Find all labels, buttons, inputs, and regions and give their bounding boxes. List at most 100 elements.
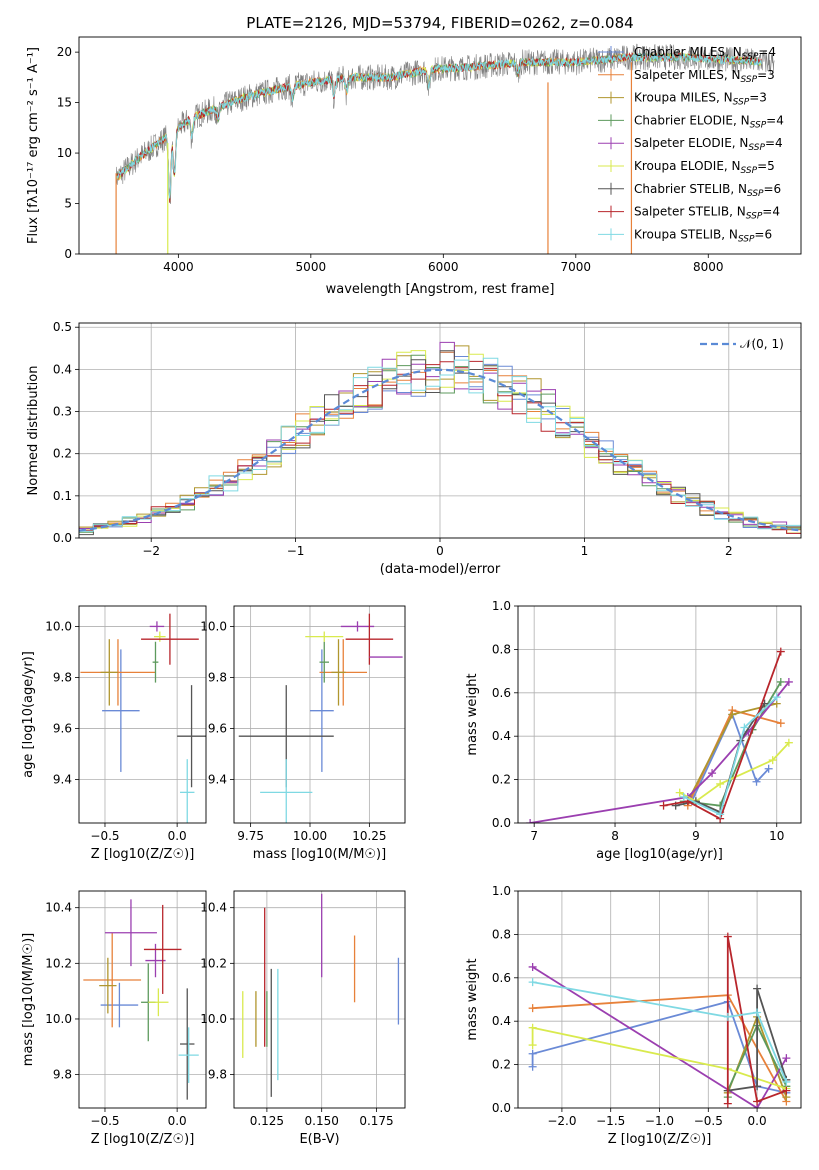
legend-entry: Salpeter ELODIE, NSSP=4 (634, 136, 783, 153)
y-tick-label: 20 (57, 45, 72, 59)
y-tick-label: 0.8 (492, 642, 511, 656)
x-tick-label: 9.75 (237, 829, 264, 843)
y-tick-label: 9.6 (53, 722, 72, 736)
y-tick-label: 0.0 (492, 816, 511, 830)
axes-frame (78, 322, 802, 539)
x-axis-label: Z [log10(Z/Z☉)] (91, 1132, 195, 1147)
x-tick-label: 6000 (428, 260, 459, 274)
data-point-marker (740, 723, 749, 732)
figure-title: PLATE=2126, MJD=53794, FIBERID=0262, z=0… (246, 14, 633, 32)
x-tick-label: 1 (581, 544, 589, 558)
x-tick-label: −1.5 (596, 1114, 625, 1128)
x-tick-label: 0.175 (359, 1114, 393, 1128)
axes-frame (517, 890, 802, 1109)
plot-area (234, 891, 405, 1108)
data-point-marker (764, 764, 773, 773)
data-point-marker (784, 738, 793, 747)
x-tick-label: 7000 (561, 260, 592, 274)
x-axis-label: mass [log10(M/M☉)] (253, 847, 386, 862)
x-tick-label: 10.25 (352, 829, 386, 843)
data-point-marker (753, 984, 762, 993)
series-line (727, 988, 788, 1092)
y-tick-label: 10.0 (45, 619, 72, 633)
x-tick-label: 0.125 (250, 1114, 284, 1128)
normal-distribution-curve (79, 368, 801, 532)
x-axis-label: Z [log10(Z/Z☉)] (91, 847, 195, 862)
y-tick-label: 1.0 (492, 599, 511, 613)
y-tick-label: 0.8 (492, 927, 511, 941)
y-tick-label: 10.0 (200, 1012, 227, 1026)
y-tick-label: 10.0 (200, 619, 227, 633)
legend: Chabrier MILES, NSSP=4 Salpeter MILES, NS… (598, 45, 784, 244)
data-point-marker (782, 1086, 791, 1095)
data-point-marker (723, 1099, 732, 1108)
data-point-marker (776, 677, 785, 686)
x-tick-label: −2.0 (547, 1114, 576, 1128)
y-tick-label: 0.4 (492, 729, 511, 743)
y-tick-label: 9.8 (53, 1068, 72, 1082)
y-tick-label: 0.4 (492, 1014, 511, 1028)
data-point-marker (723, 1012, 732, 1021)
x-tick-label: −1.0 (645, 1114, 674, 1128)
plot-area (518, 891, 801, 1108)
axes-frame (78, 890, 207, 1109)
y-tick-label: 0.5 (53, 320, 72, 334)
x-axis-label: age [log10(age/yr)] (596, 847, 723, 862)
data-point-marker (776, 647, 785, 656)
data-point-marker (782, 1077, 791, 1086)
legend-entry: Kroupa MILES, NSSP=3 (634, 91, 767, 108)
y-tick-label: 0.0 (53, 531, 72, 545)
x-axis-label: Z [log10(Z/Z☉)] (608, 1132, 712, 1147)
y-tick-label: 10.2 (200, 956, 227, 970)
y-tick-label: 9.8 (208, 670, 227, 684)
data-point-marker (528, 1023, 537, 1032)
series-line (532, 981, 788, 1083)
x-tick-label: 0.0 (168, 829, 187, 843)
y-tick-label: 9.6 (208, 722, 227, 736)
data-point-marker (772, 693, 781, 702)
y-tick-label: 10.4 (45, 901, 72, 915)
plot-area (79, 606, 206, 823)
legend: 𝒩(0, 1) (700, 337, 784, 351)
y-axis-label: Flux [fλ10⁻¹⁷ erg cm⁻² s⁻¹ A⁻¹] (26, 47, 41, 244)
plot-area (518, 606, 801, 823)
spectrum-model-line (115, 52, 762, 199)
y-axis-label: age [log10(age/yr)] (21, 651, 36, 778)
x-tick-label: 10.00 (293, 829, 327, 843)
panel-age_vs_mass: 9.75 10.00 10.25 9.4 9.6 9.8 10.0 mass [log10(M… (200, 605, 406, 862)
legend-entry: Chabrier MILES, NSSP=4 (634, 45, 776, 62)
y-tick-label: 1.0 (492, 884, 511, 898)
data-point-marker (753, 1097, 762, 1106)
y-tick-label: 0.0 (492, 1101, 511, 1115)
data-point-marker (708, 769, 717, 778)
axes-frame (78, 605, 207, 824)
x-tick-label: 8000 (693, 260, 724, 274)
panel-mass_vs_ebv: 0.125 0.150 0.175 9.8 10.0 10.2 10.4 E(B-V) (200, 890, 406, 1147)
data-point-marker (528, 1041, 537, 1050)
x-tick-label: −0.5 (90, 1114, 119, 1128)
plot-area (79, 323, 801, 538)
y-tick-label: 0.6 (492, 686, 511, 700)
x-tick-label: 0 (436, 544, 444, 558)
plot-area (79, 891, 206, 1108)
data-point-marker (723, 932, 732, 941)
data-point-marker (528, 962, 537, 971)
series-line (529, 681, 790, 823)
histogram-step (79, 357, 801, 538)
panel-massweight_vs_age: 7 8 9 10 0.0 0.2 0.4 0.6 0.8 1.0 age [log10(age/yr… (465, 599, 802, 862)
data-point-marker (528, 1004, 537, 1013)
panel-spectrum: 4000 5000 6000 7000 8000 0 5 10 15 20 wavelength [… (26, 36, 802, 297)
y-tick-label: 0.4 (53, 362, 72, 376)
plot-area (115, 43, 775, 254)
data-point-marker (528, 978, 537, 987)
data-point-marker (768, 756, 777, 765)
y-tick-label: 0.3 (53, 405, 72, 419)
y-axis-label: mass [log10(M/M☉)] (21, 933, 36, 1066)
y-tick-label: 0 (64, 247, 72, 261)
x-tick-label: 5000 (296, 260, 327, 274)
data-point-marker (776, 719, 785, 728)
data-point-marker (526, 819, 535, 823)
x-axis-label: wavelength [Angstrom, rest frame] (326, 282, 555, 297)
